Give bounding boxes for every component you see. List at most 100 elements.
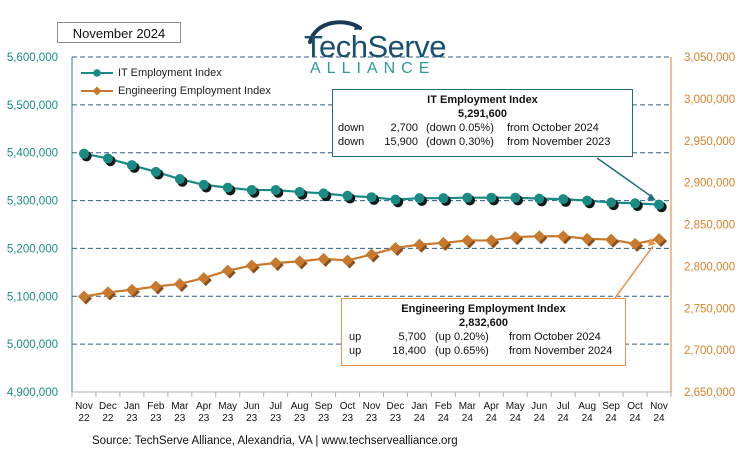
y-right-tick-label: 2,900,000 — [684, 178, 735, 190]
x-tick-label-month: Feb — [147, 401, 165, 412]
eng-series-point — [293, 255, 306, 268]
eng-series-point — [149, 280, 162, 293]
eng-series-point — [605, 233, 618, 246]
it-row-percent: (down 0.30%) — [426, 136, 494, 148]
y-right-tick-label: 3,000,000 — [684, 94, 735, 106]
x-tick-label-month: Jul — [557, 401, 570, 412]
it-row-amount: 2,700 — [390, 122, 418, 134]
it-series-point — [462, 192, 473, 203]
y-right-tick-label: 2,700,000 — [684, 345, 735, 357]
report-date: November 2024 — [57, 22, 181, 43]
x-tick-label-year: 24 — [486, 413, 498, 424]
eng-series-point — [365, 248, 378, 261]
eng-series-line — [83, 235, 660, 298]
eng-row-percent: (up 0.65%) — [435, 345, 489, 357]
eng-row-amount: 5,700 — [398, 331, 426, 343]
eng-series-point — [77, 290, 90, 303]
x-tick-label-month: Jan — [411, 401, 427, 412]
logo-subtitle: ALLIANCE — [310, 60, 436, 77]
eng-series-point — [173, 277, 186, 290]
x-tick-label-month: Aug — [578, 401, 596, 412]
x-tick-label-month: Feb — [435, 401, 453, 412]
x-tick-label-month: Mar — [459, 401, 477, 412]
it-row-period: from November 2023 — [507, 136, 611, 148]
y-left-tick-label: 5,300,000 — [7, 196, 58, 208]
it-callout-title: IT Employment Index — [427, 94, 538, 106]
y-left-tick-label: 5,400,000 — [7, 148, 58, 160]
y-left-tick-label: 5,000,000 — [7, 339, 58, 351]
eng-callout-box: Engineering Employment Index 2,832,600 u… — [341, 298, 626, 366]
eng-series-point — [581, 232, 594, 245]
it-callout-arrow — [596, 157, 654, 199]
eng-series-point — [629, 237, 642, 250]
x-tick-label-year: 24 — [414, 413, 426, 424]
eng-series-point — [125, 283, 138, 296]
x-tick-label-month: Jan — [124, 401, 140, 412]
eng-series-point — [653, 233, 666, 246]
it-series-point — [150, 166, 161, 177]
eng-series-point — [317, 252, 330, 265]
it-series-point — [438, 193, 449, 204]
eng-callout-row: up 18,400 (up 0.65%) from November 2024 — [342, 344, 625, 358]
source-note: Source: TechServe Alliance, Alexandria, … — [92, 435, 458, 447]
it-series-point — [126, 160, 137, 171]
eng-row-percent: (up 0.20%) — [435, 331, 489, 343]
eng-series-point — [245, 259, 258, 272]
eng-row-amount: 18,400 — [392, 345, 426, 357]
it-series-point — [366, 192, 377, 203]
x-tick-label-year: 23 — [198, 413, 210, 424]
x-tick-label-year: 24 — [653, 413, 665, 424]
it-callout-box: IT Employment Index 5,291,600 down 2,700… — [332, 89, 633, 157]
x-tick-label-year: 23 — [174, 413, 186, 424]
eng-series-point — [413, 238, 426, 251]
x-tick-label-month: Sep — [602, 401, 620, 412]
eng-callout-row: up 5,700 (up 0.20%) from October 2024 — [342, 330, 625, 344]
eng-series-point — [437, 236, 450, 249]
it-series-point — [174, 174, 185, 185]
it-series-point — [222, 182, 233, 193]
it-callout-row: down 15,900 (down 0.30%) from November 2… — [333, 135, 632, 149]
it-series-point — [654, 199, 665, 210]
it-series-point — [78, 148, 89, 159]
eng-series-point — [221, 264, 234, 277]
eng-row-period: from November 2024 — [509, 345, 613, 357]
x-tick-label-year: 23 — [126, 413, 138, 424]
y-right-tick-label: 2,950,000 — [684, 136, 735, 148]
eng-series-point — [533, 230, 546, 243]
eng-row-direction: up — [349, 331, 362, 343]
x-tick-label-month: Apr — [196, 401, 212, 412]
legend-it-label: IT Employment Index — [118, 67, 222, 79]
y-right-tick-label: 2,850,000 — [684, 220, 735, 232]
x-tick-label-month: Sep — [315, 401, 333, 412]
x-tick-label-month: Apr — [484, 401, 500, 412]
logo-name: TechServe — [304, 29, 446, 64]
y-left-tick-label: 4,900,000 — [7, 387, 58, 399]
it-callout-row: down 2,700 (down 0.05%) from October 202… — [333, 121, 632, 135]
x-tick-label-month: Oct — [627, 401, 643, 412]
eng-series-point — [461, 234, 474, 247]
it-series-point — [606, 197, 617, 208]
x-tick-label-month: Mar — [171, 401, 189, 412]
x-tick-label-year: 23 — [222, 413, 234, 424]
eng-series-point — [197, 272, 210, 285]
x-tick-label-month: May — [218, 401, 237, 412]
eng-callout-arrowhead — [648, 238, 657, 247]
x-tick-label-month: May — [506, 401, 525, 412]
eng-series-point — [557, 230, 570, 243]
it-callout-arrowhead — [647, 193, 657, 201]
x-tick-label-year: 24 — [558, 413, 570, 424]
y-right-tick-label: 2,800,000 — [684, 261, 735, 273]
x-tick-label-month: Dec — [99, 401, 117, 412]
x-tick-label-year: 24 — [534, 413, 546, 424]
x-tick-label-month: Nov — [75, 401, 93, 412]
eng-callout-title: Engineering Employment Index — [401, 303, 566, 315]
eng-series-point — [389, 241, 402, 254]
legend-it-marker-icon — [81, 69, 113, 77]
it-row-direction: down — [338, 122, 365, 134]
y-left-tick-label: 5,600,000 — [7, 52, 58, 64]
it-series-point — [510, 192, 521, 203]
eng-callout-value: 2,832,600 — [459, 317, 508, 329]
x-tick-label-year: 24 — [510, 413, 522, 424]
it-series-point — [342, 190, 353, 201]
techserve-alliance-logo: TechServe ALLIANCE — [302, 16, 462, 77]
